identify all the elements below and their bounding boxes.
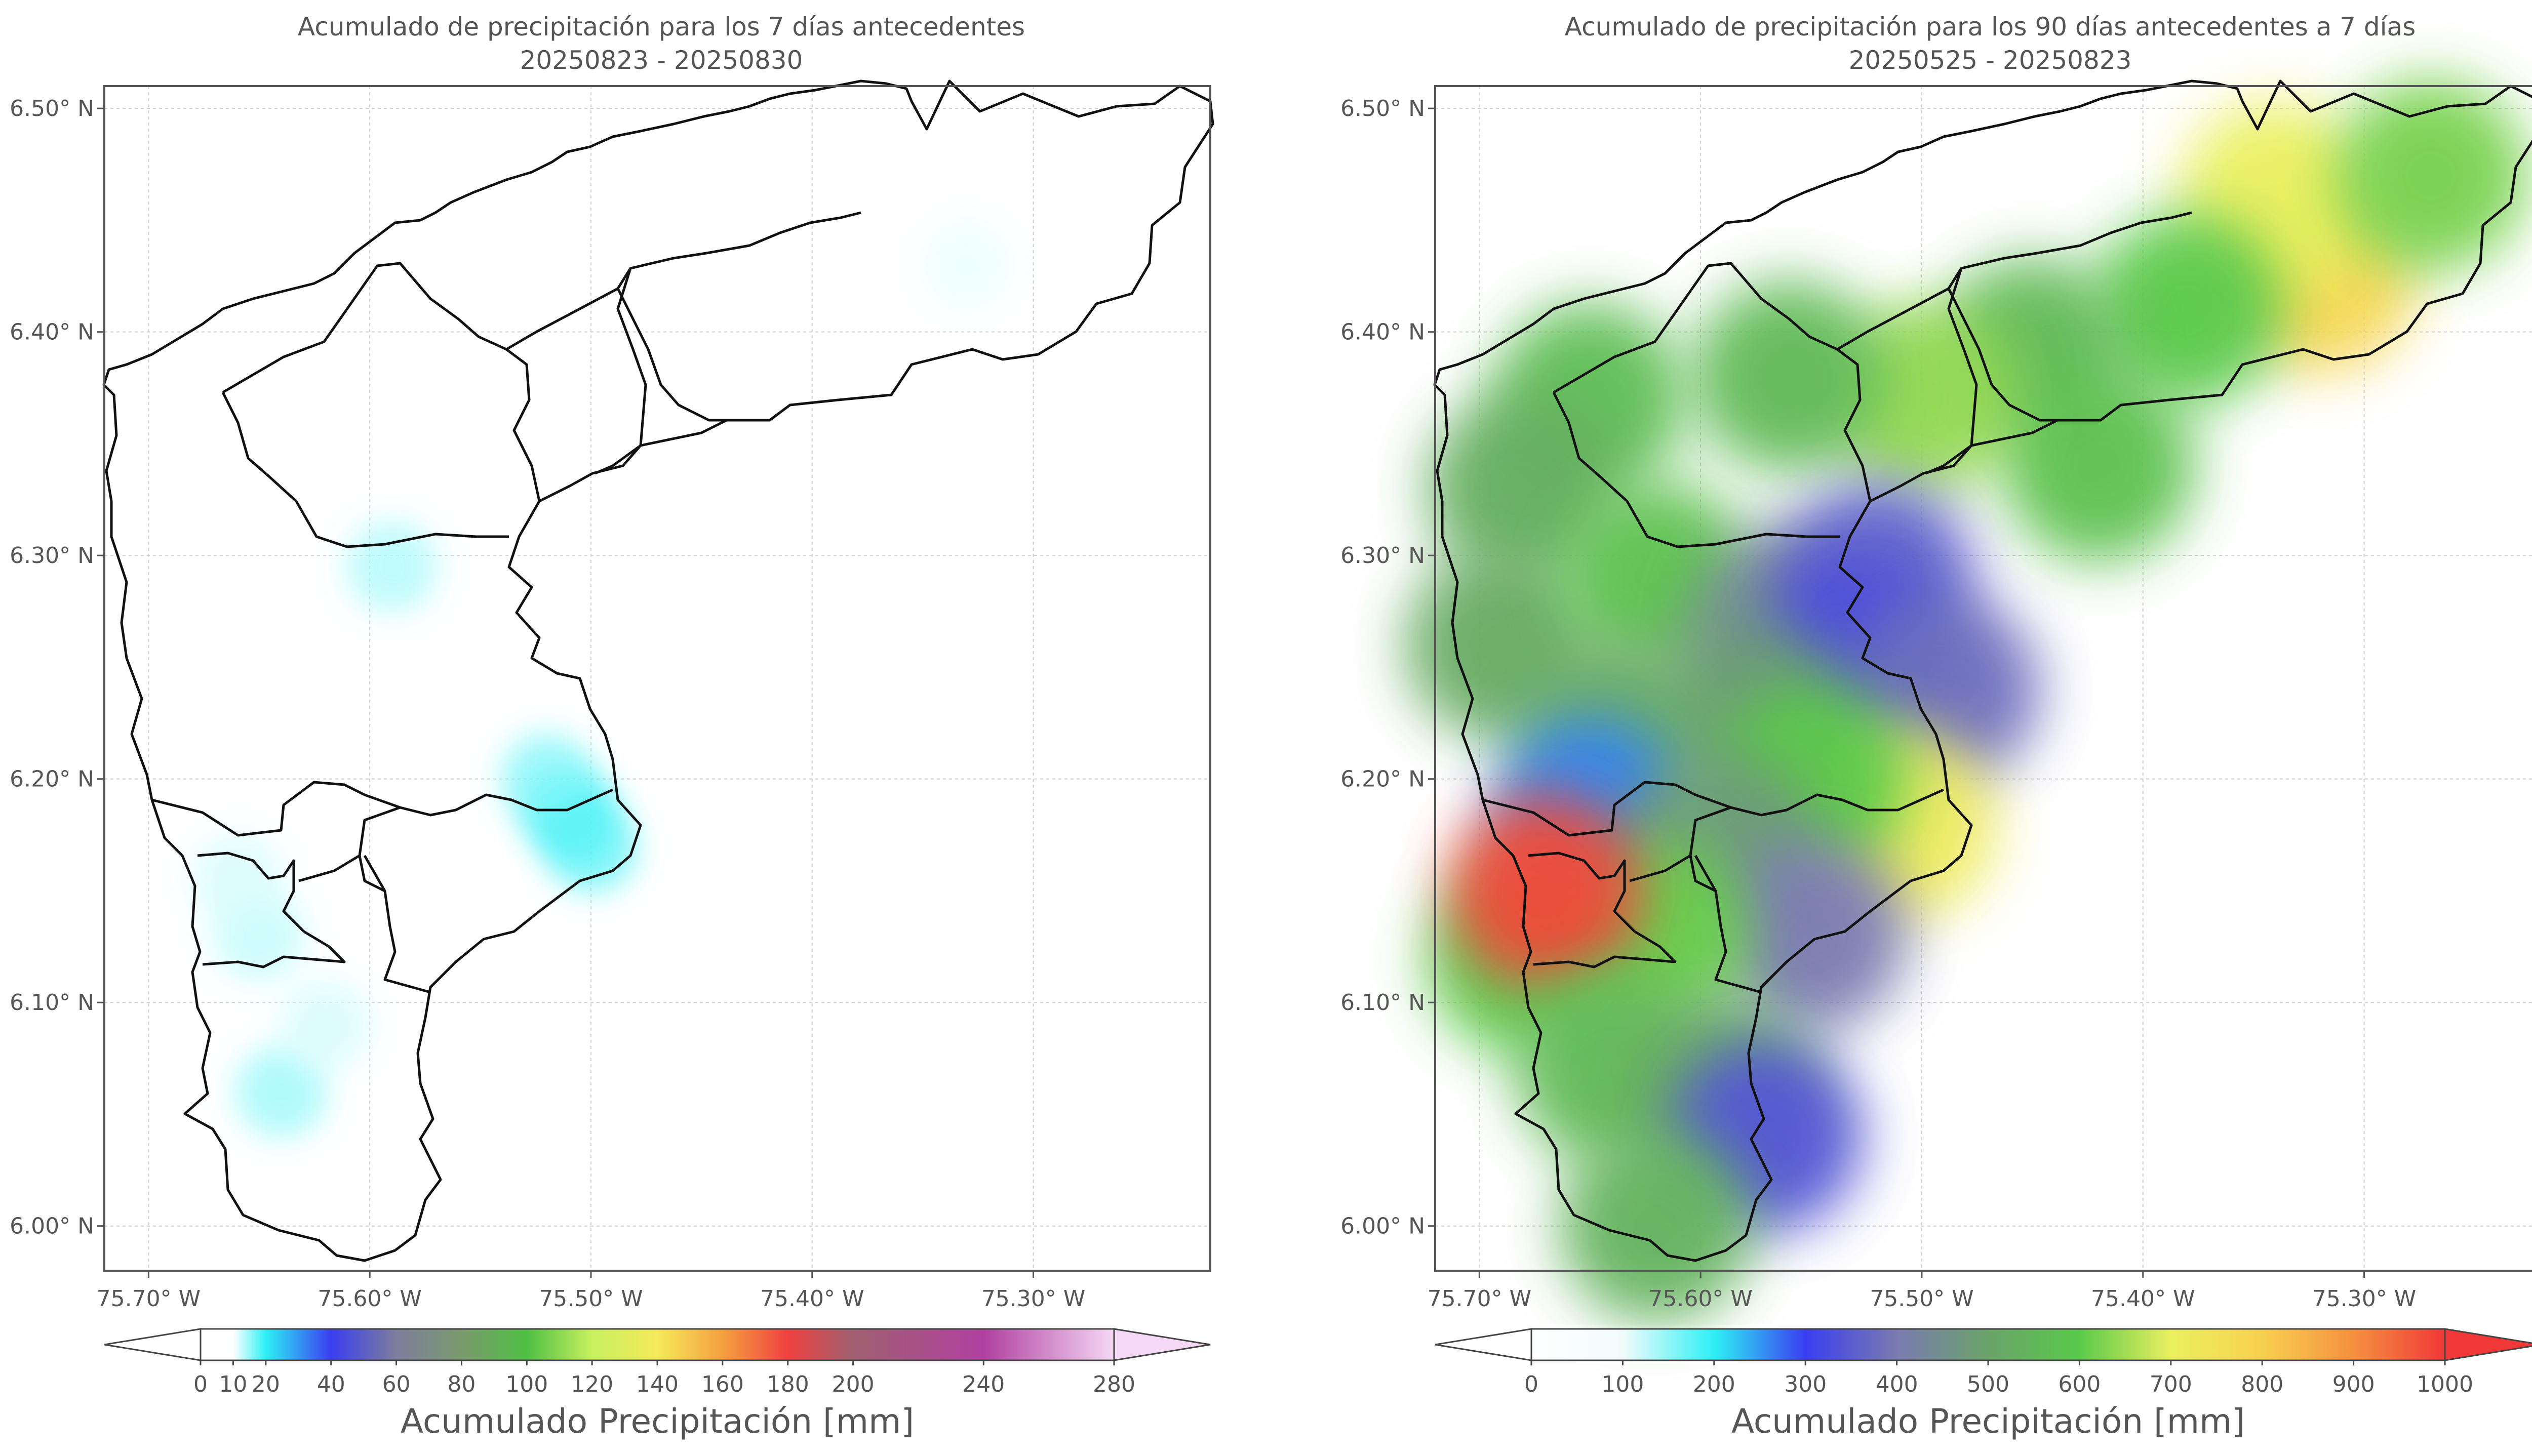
colorbar bbox=[200, 1328, 1115, 1361]
colorbar-tick-label: 140 bbox=[636, 1371, 679, 1397]
precip-cell bbox=[191, 834, 283, 925]
municipality-boundaries bbox=[1433, 79, 2532, 1262]
colorbar-tick-label: 1000 bbox=[2417, 1371, 2473, 1397]
colorbar-extend-min bbox=[104, 1328, 202, 1361]
colorbar-tick-label: 500 bbox=[1967, 1371, 2009, 1397]
colorbar-tick-label: 120 bbox=[571, 1371, 613, 1397]
x-tick-label: 75.70° W bbox=[1428, 1286, 1531, 1312]
colorbar-label: Acumulado Precipitación [mm] bbox=[401, 1402, 914, 1441]
colorbar-tick-label: 240 bbox=[962, 1371, 1005, 1397]
y-tick-label: 6.50° N bbox=[10, 96, 94, 122]
y-tick-label: 6.30° N bbox=[10, 543, 94, 569]
precip-cell bbox=[2091, 213, 2284, 406]
colorbar-tick-label: 800 bbox=[2241, 1371, 2283, 1397]
y-tick-label: 6.10° N bbox=[1340, 990, 1425, 1016]
x-tick-label: 75.40° W bbox=[2091, 1286, 2195, 1312]
y-tick-label: 6.20° N bbox=[1340, 766, 1425, 792]
colorbar-tick-label: 400 bbox=[1876, 1371, 1918, 1397]
precip-cell bbox=[2334, 79, 2527, 272]
y-tick-label: 6.10° N bbox=[10, 990, 94, 1016]
colorbar bbox=[1530, 1328, 2446, 1361]
colorbar-tick-label: 200 bbox=[832, 1371, 875, 1397]
colorbar-tick-label: 0 bbox=[193, 1371, 208, 1397]
precip-cell bbox=[1449, 794, 1642, 987]
panel-90-days: Acumulado de precipitación para los 90 d… bbox=[1340, 12, 2532, 1441]
colorbar-tick-label: 20 bbox=[252, 1371, 280, 1397]
y-tick-label: 6.50° N bbox=[1340, 96, 1425, 122]
colorbar-label: Acumulado Precipitación [mm] bbox=[1731, 1402, 2245, 1441]
colorbar-tick-label: 180 bbox=[767, 1371, 809, 1397]
colorbar-tick-label: 0 bbox=[1524, 1371, 1538, 1397]
x-tick-label: 75.30° W bbox=[981, 1286, 1085, 1312]
colorbar-extend-max bbox=[2444, 1328, 2532, 1361]
colorbar-tick-label: 300 bbox=[1784, 1371, 1827, 1397]
y-tick-label: 6.40° N bbox=[10, 319, 94, 345]
colorbar-tick-label: 60 bbox=[382, 1371, 411, 1397]
precip-cell bbox=[2002, 370, 2195, 562]
panel-title: Acumulado de precipitación para los 7 dí… bbox=[298, 12, 1025, 42]
y-tick-label: 6.00° N bbox=[10, 1214, 94, 1239]
x-tick-label: 75.30° W bbox=[2312, 1286, 2416, 1312]
panel-7-days: Acumulado de precipitación para los 7 dí… bbox=[10, 12, 1214, 1441]
map-frame bbox=[1434, 85, 2532, 1272]
colorbar-tick-label: 160 bbox=[701, 1371, 744, 1397]
map-frame bbox=[103, 85, 1211, 1272]
y-tick-label: 6.00° N bbox=[1340, 1214, 1425, 1239]
x-tick-label: 75.50° W bbox=[1870, 1286, 1973, 1312]
panel-subtitle: 20250823 - 20250830 bbox=[520, 46, 803, 75]
municipality-boundaries bbox=[102, 79, 1214, 1262]
x-tick-label: 75.70° W bbox=[97, 1286, 201, 1312]
colorbar-tick-label: 900 bbox=[2332, 1371, 2375, 1397]
y-tick-label: 6.20° N bbox=[10, 766, 94, 792]
x-tick-label: 75.60° W bbox=[1648, 1286, 1752, 1312]
precip-cell bbox=[280, 979, 371, 1071]
x-tick-label: 75.40° W bbox=[760, 1286, 864, 1312]
precip-cell bbox=[501, 733, 592, 825]
colorbar-tick-label: 280 bbox=[1093, 1371, 1135, 1397]
colorbar-tick-label: 700 bbox=[2150, 1371, 2192, 1397]
colorbar-tick-label: 600 bbox=[2058, 1371, 2101, 1397]
precip-cell bbox=[1560, 1129, 1753, 1322]
precip-cell bbox=[235, 1046, 327, 1138]
panel-title: Acumulado de precipitación para los 90 d… bbox=[1565, 12, 2416, 42]
colorbar-extend-max bbox=[1113, 1328, 1211, 1361]
colorbar-tick-label: 10 bbox=[219, 1371, 247, 1397]
colorbar-tick-label: 80 bbox=[447, 1371, 476, 1397]
colorbar-tick-label: 100 bbox=[1601, 1371, 1644, 1397]
x-tick-label: 75.60° W bbox=[318, 1286, 421, 1312]
colorbar-tick-label: 200 bbox=[1693, 1371, 1735, 1397]
precip-cell bbox=[921, 219, 1013, 311]
y-tick-label: 6.40° N bbox=[1340, 319, 1425, 345]
colorbar-tick-label: 100 bbox=[505, 1371, 548, 1397]
x-tick-label: 75.50° W bbox=[539, 1286, 643, 1312]
colorbar-tick-label: 40 bbox=[317, 1371, 345, 1397]
precip-cell bbox=[1692, 280, 1885, 473]
precip-cell bbox=[346, 521, 438, 613]
colorbar-extend-min bbox=[1435, 1328, 1532, 1361]
precip-cell bbox=[1715, 839, 1908, 1032]
panel-subtitle: 20250525 - 20250823 bbox=[1849, 46, 2132, 75]
y-tick-label: 6.30° N bbox=[1340, 543, 1425, 569]
